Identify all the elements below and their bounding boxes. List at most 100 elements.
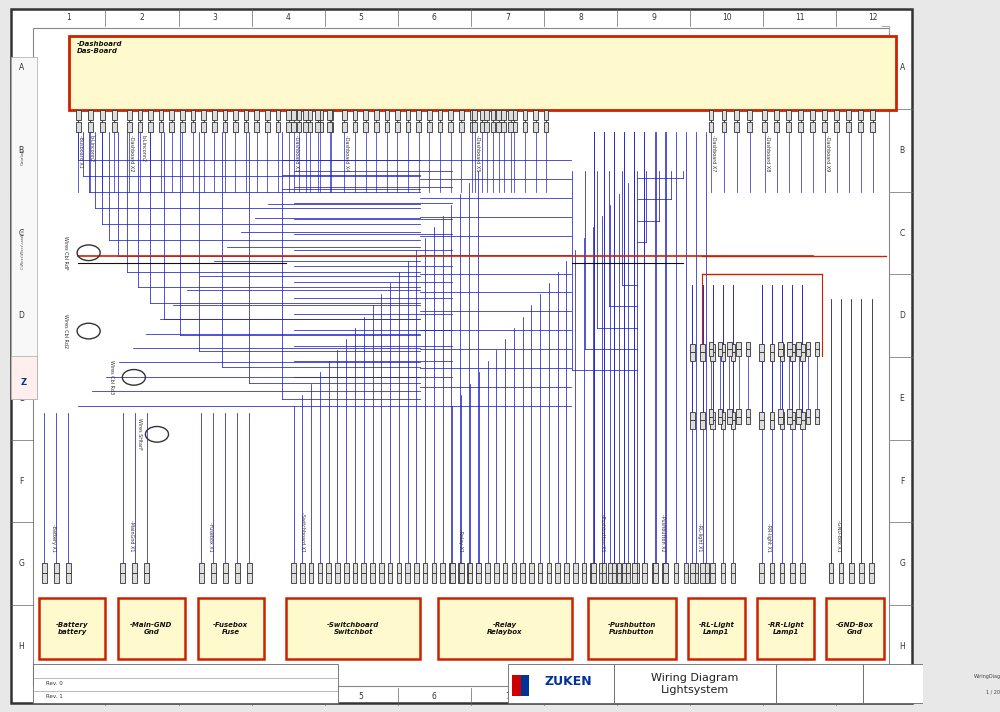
Bar (800, 420, 805, 429)
Bar (727, 409, 732, 417)
Bar (88, 110, 93, 120)
Bar (798, 110, 803, 120)
Bar (710, 412, 715, 420)
Bar (144, 563, 149, 573)
Bar (501, 122, 506, 132)
Bar (286, 122, 291, 132)
Bar (11, 57, 37, 399)
Bar (120, 573, 125, 583)
Text: -Dashboard X5: -Dashboard X5 (475, 135, 480, 172)
Bar (602, 563, 606, 573)
Bar (472, 110, 477, 120)
Bar (533, 122, 538, 132)
Bar (722, 122, 726, 132)
Bar (806, 349, 810, 356)
Bar (790, 344, 795, 352)
Text: B: B (19, 146, 24, 155)
Text: 7: 7 (505, 692, 510, 701)
Text: 12: 12 (868, 14, 878, 22)
Bar (710, 563, 715, 573)
Text: G: G (899, 559, 905, 568)
Bar (796, 417, 801, 424)
Bar (759, 573, 764, 583)
Bar (690, 344, 695, 352)
Bar (508, 664, 614, 703)
Bar (709, 349, 713, 356)
Bar (484, 110, 489, 120)
Text: -GND-Box X1: -GND-Box X1 (836, 520, 841, 552)
Bar (770, 563, 774, 573)
Bar (76, 122, 81, 132)
Bar (423, 573, 427, 583)
Bar (353, 122, 357, 132)
Text: 6: 6 (432, 14, 437, 22)
Bar (335, 563, 340, 573)
Bar (859, 563, 864, 573)
Bar (326, 563, 331, 573)
Text: -Relay
Relaybox: -Relay Relaybox (487, 622, 522, 635)
Bar (512, 122, 517, 132)
Bar (247, 573, 252, 583)
Text: 3: 3 (213, 14, 217, 22)
Text: Wires Cbl RdF: Wires Cbl RdF (63, 236, 68, 270)
Bar (459, 122, 464, 132)
Text: D: D (899, 311, 905, 320)
Bar (326, 573, 331, 583)
Bar (223, 122, 227, 132)
Text: 7: 7 (505, 14, 510, 22)
Bar (544, 122, 548, 132)
Text: H: H (899, 642, 905, 651)
Bar (423, 563, 427, 573)
Bar (634, 573, 639, 583)
Bar (544, 110, 548, 120)
Bar (839, 563, 843, 573)
Bar (33, 664, 338, 703)
Bar (127, 110, 132, 120)
Bar (622, 563, 626, 573)
Bar (494, 563, 499, 573)
Bar (770, 573, 774, 583)
Text: D: D (18, 311, 24, 320)
Text: -Dashboard X9: -Dashboard X9 (825, 135, 830, 172)
Bar (810, 110, 815, 120)
Bar (112, 122, 117, 132)
Text: 1: 1 (66, 692, 71, 701)
Bar (448, 122, 453, 132)
Bar (709, 122, 713, 132)
Bar (329, 122, 333, 132)
Bar (759, 420, 764, 429)
Bar (721, 563, 725, 573)
Bar (718, 349, 722, 356)
Bar (201, 122, 206, 132)
Bar (787, 342, 792, 349)
Bar (731, 412, 735, 420)
Bar (138, 122, 142, 132)
Text: 2: 2 (140, 692, 144, 701)
Bar (710, 420, 715, 429)
Bar (297, 122, 301, 132)
Bar (846, 122, 851, 132)
Bar (770, 420, 774, 429)
Bar (315, 110, 320, 120)
Bar (634, 563, 639, 573)
Bar (786, 122, 791, 132)
Bar (734, 110, 739, 120)
Bar (617, 563, 621, 573)
Bar (395, 122, 400, 132)
Bar (66, 563, 71, 573)
Bar (397, 573, 401, 583)
Bar (520, 573, 525, 583)
Bar (759, 563, 764, 573)
Text: H: H (18, 642, 24, 651)
Text: 12: 12 (868, 692, 878, 701)
Bar (379, 573, 384, 583)
Bar (361, 563, 366, 573)
Bar (472, 122, 477, 132)
Text: B: B (900, 146, 905, 155)
Text: -Battery
battery: -Battery battery (56, 622, 88, 635)
Text: E: E (900, 394, 904, 403)
Bar (300, 573, 305, 583)
Bar (118, 598, 185, 659)
Bar (780, 420, 784, 429)
Bar (303, 122, 308, 132)
